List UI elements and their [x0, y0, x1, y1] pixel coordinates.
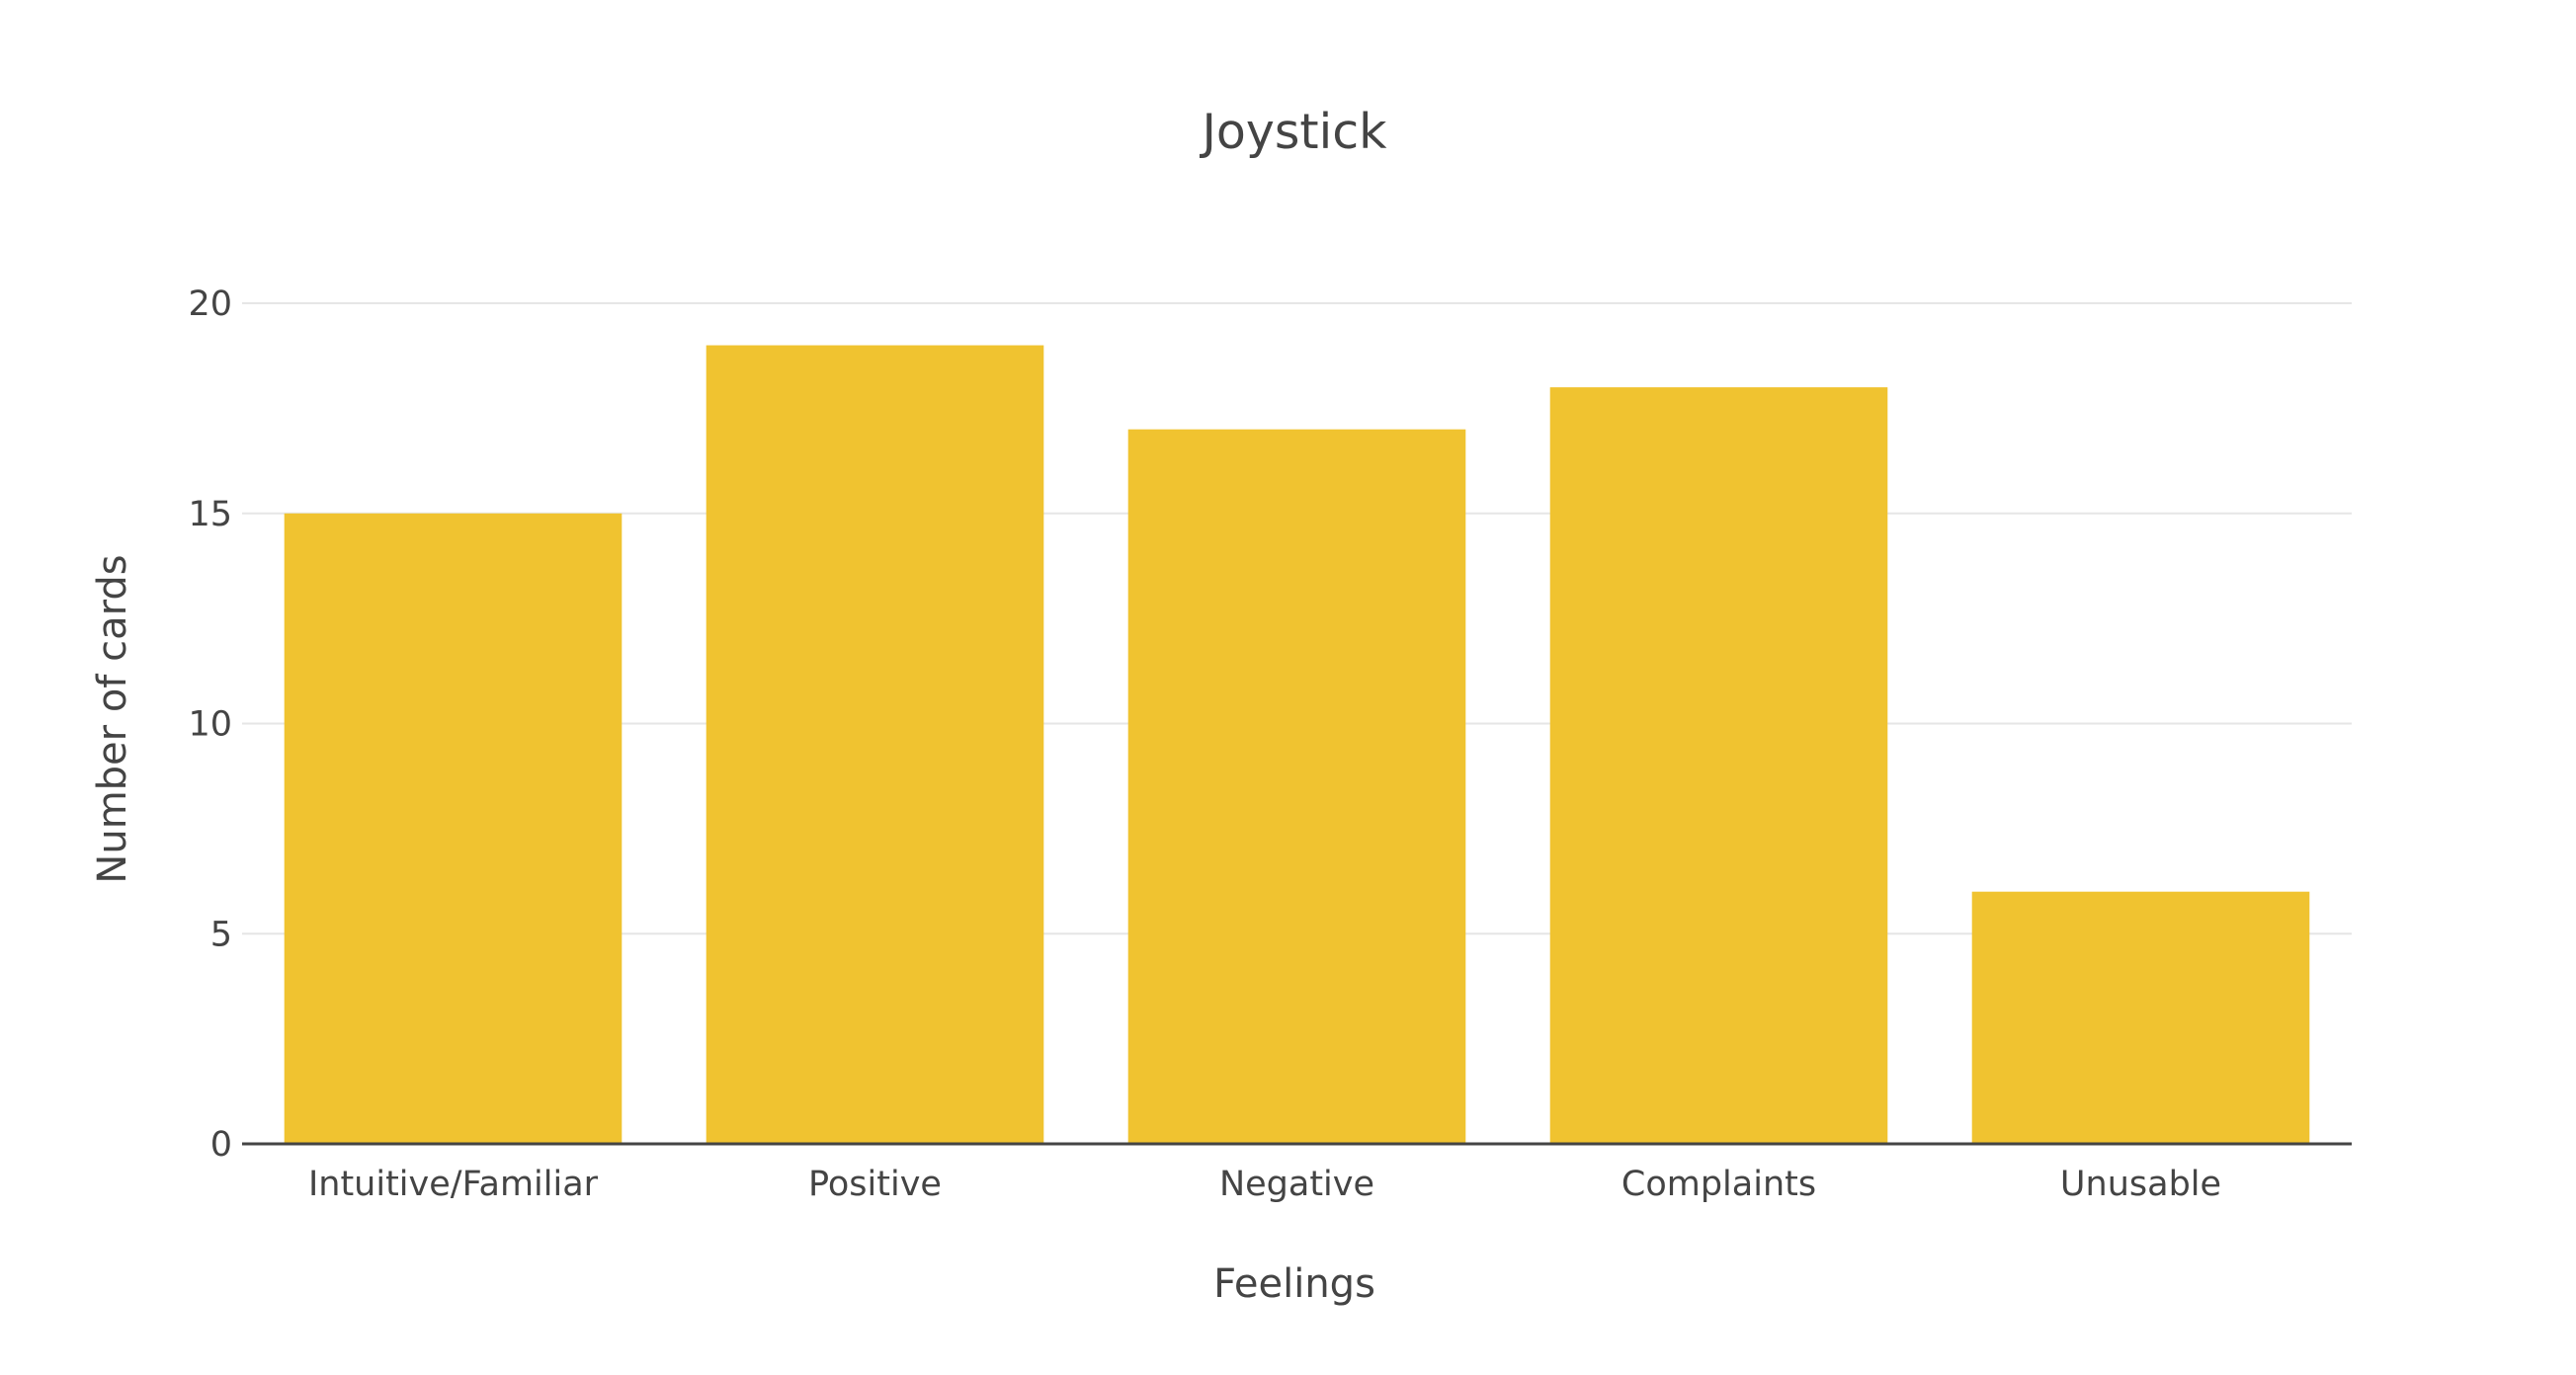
- bar: [1127, 429, 1466, 1144]
- bar: [1971, 891, 2310, 1144]
- bar: [284, 513, 623, 1144]
- x-axis-title: Feelings: [1213, 1261, 1375, 1307]
- x-tick-label: Intuitive/Familiar: [308, 1165, 599, 1204]
- y-tick-label: 5: [210, 915, 232, 954]
- x-tick-label: Complaints: [1621, 1165, 1816, 1204]
- y-tick-label: 15: [188, 495, 232, 534]
- bar: [706, 345, 1044, 1144]
- y-tick-label: 10: [188, 705, 232, 745]
- x-tick-label: Positive: [808, 1165, 942, 1204]
- bar: [1549, 387, 1888, 1145]
- y-axis-ticks: 0 5 10 15 20: [188, 284, 232, 1165]
- x-tick-label: Unusable: [2060, 1165, 2221, 1204]
- y-tick-label: 20: [188, 284, 232, 324]
- x-axis-ticks: Intuitive/Familiar Positive Negative Compla…: [308, 1165, 2221, 1204]
- chart-title: Joystick: [1199, 104, 1387, 160]
- y-tick-label: 0: [210, 1125, 232, 1165]
- bars: [284, 345, 2310, 1145]
- y-axis-title: Number of cards: [90, 554, 135, 883]
- x-tick-label: Negative: [1219, 1165, 1374, 1204]
